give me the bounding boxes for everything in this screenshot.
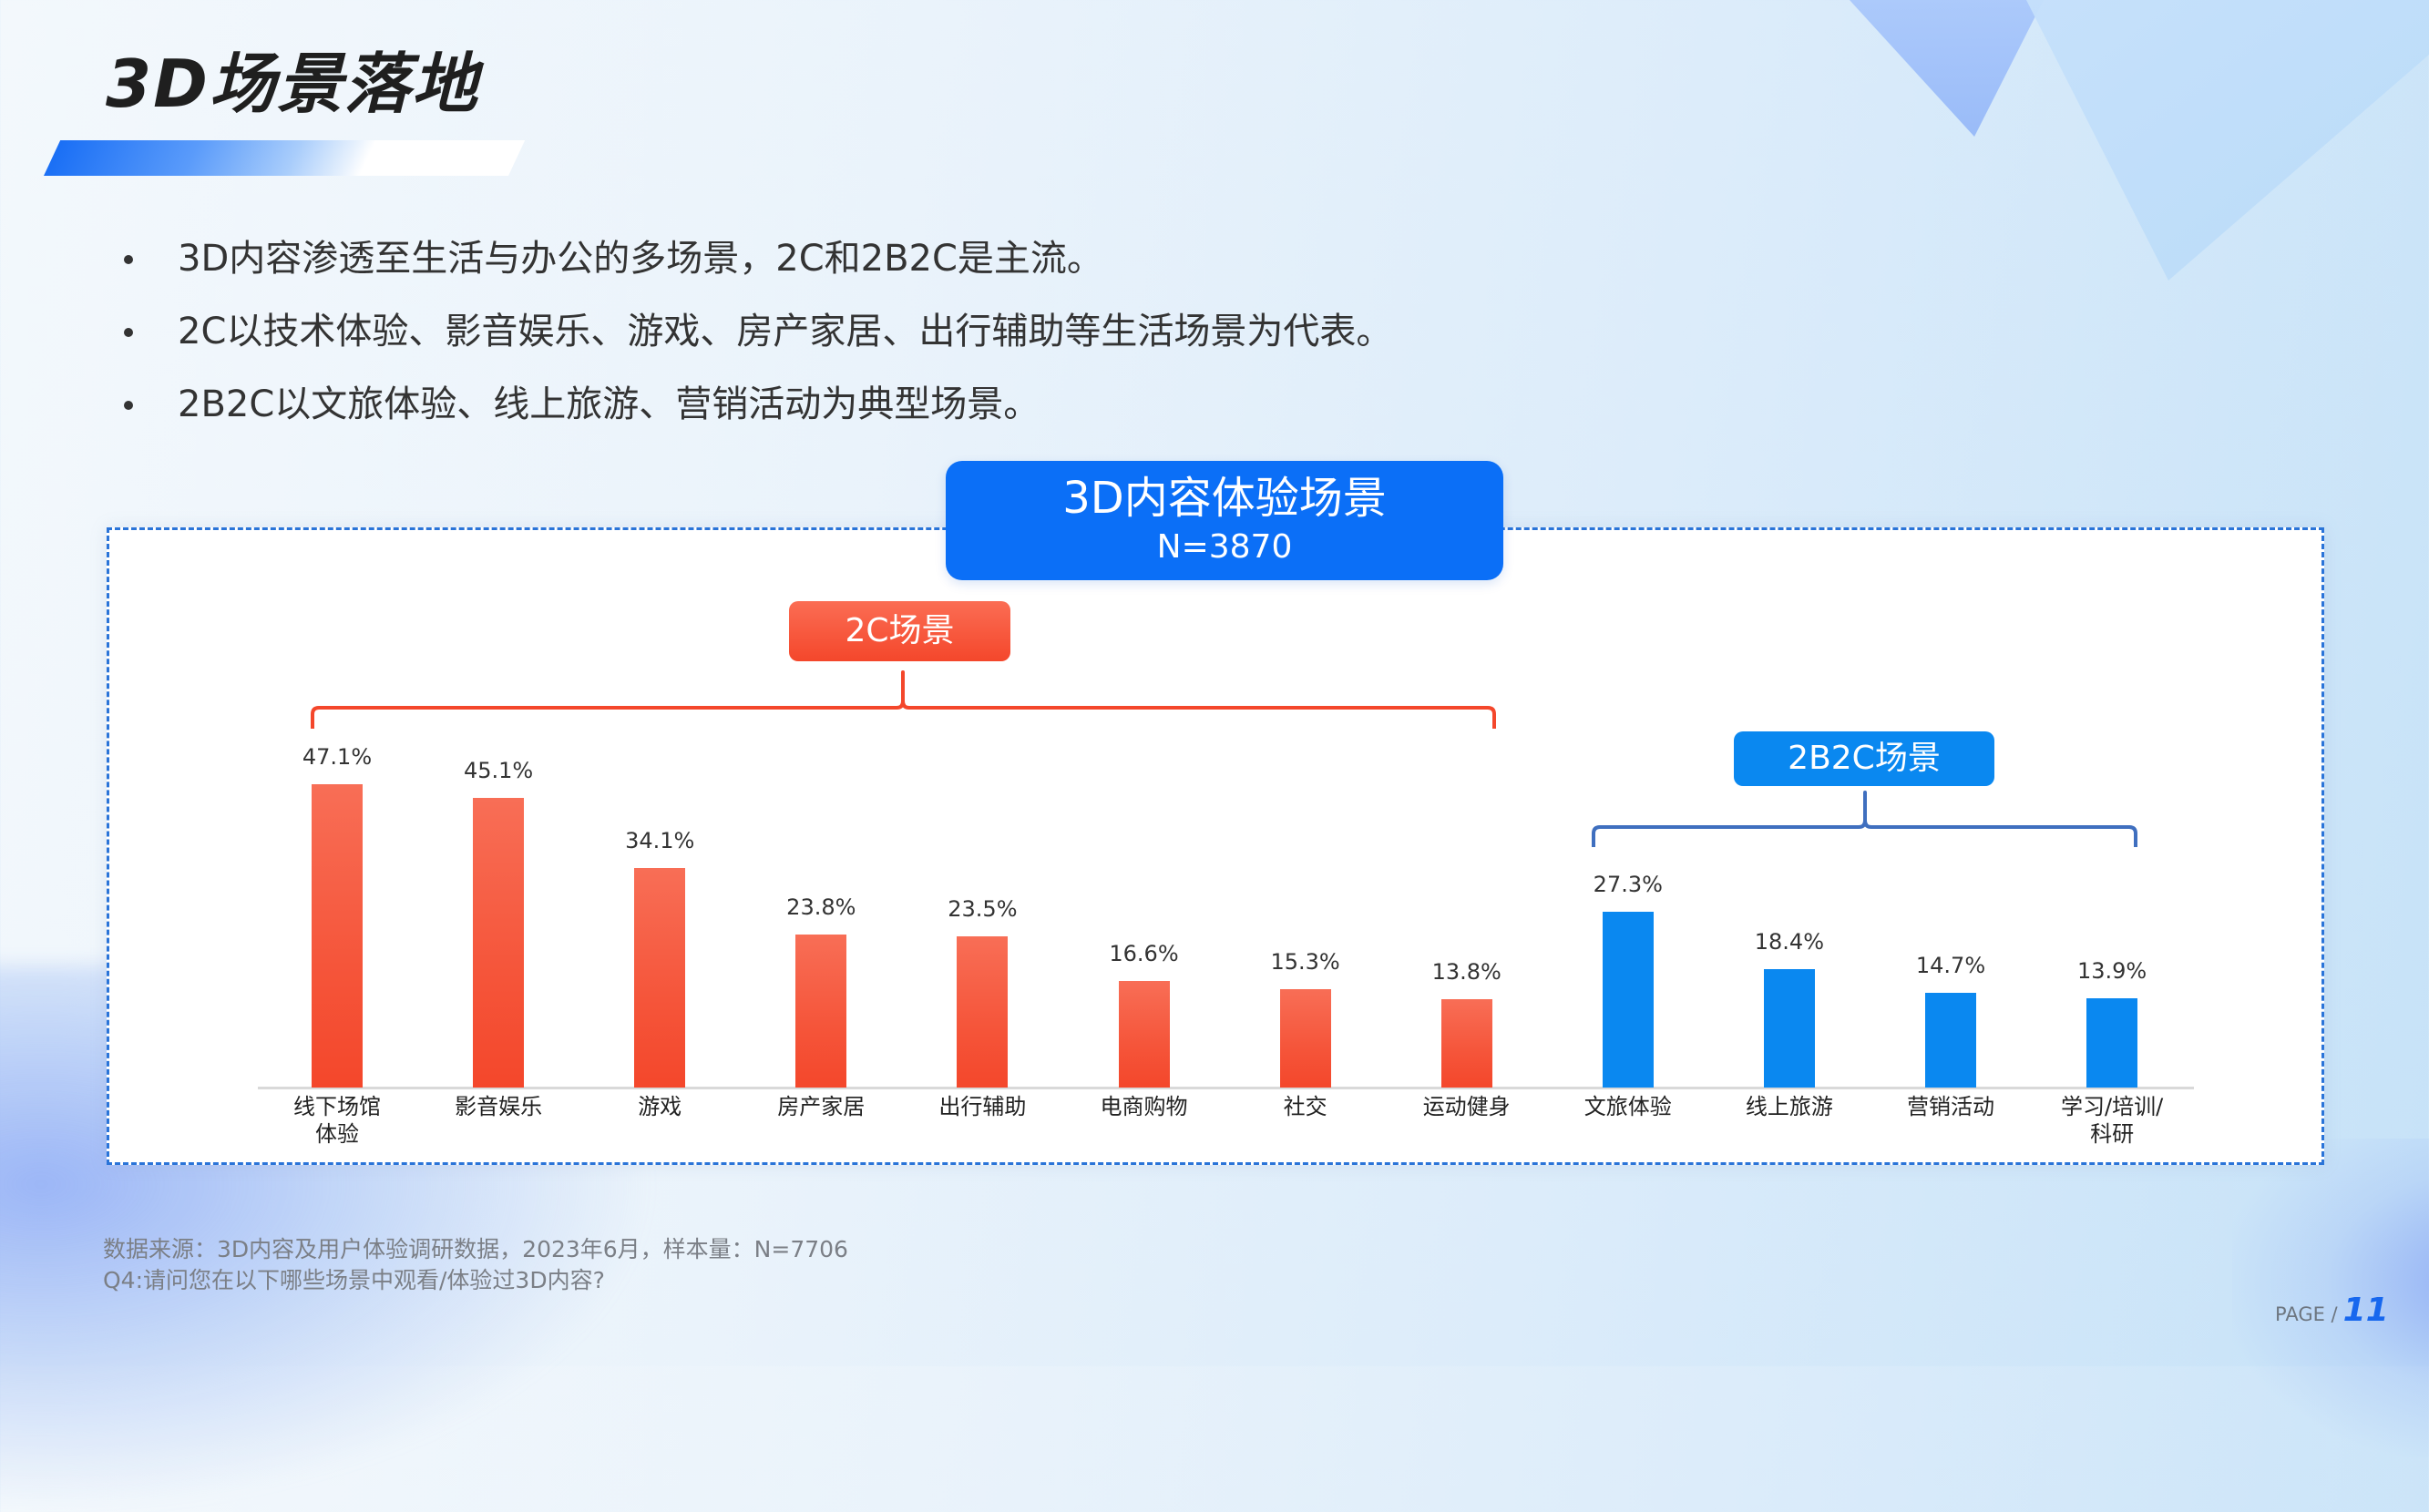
bar-value-label: 18.4% [1754,929,1825,955]
category-label: 影音娱乐 [455,1094,543,1119]
category-label: 文旅体验 [1583,1094,1672,1119]
bracket-2b2c [1592,791,2137,847]
bullet-item: 2C以技术体验、影音娱乐、游戏、房产家居、出行辅助等生活场景为代表。 [118,302,1392,375]
bar-value-label: 14.7% [1915,953,1986,979]
bar-2c [1118,980,1170,1088]
bar-value-label: 15.3% [1270,948,1340,975]
x-axis-line [258,1087,2194,1089]
bar-2c [634,868,686,1088]
bar-2c [312,784,363,1088]
bar-value-label: 27.3% [1593,872,1663,898]
page-indicator: PAGE / 11 [2275,1292,2389,1329]
category-label: 学习/培训/科研 [2061,1094,2164,1147]
category-label: 房产家居 [777,1094,866,1119]
bar-value-label: 23.5% [948,896,1018,923]
bracket-2c [311,670,1496,729]
bar-value-label: 45.1% [463,757,534,783]
page-title: 3D场景落地 [106,46,479,122]
bullet-text: 2B2C以文旅体验、线上旅游、营销活动为典型场景。 [178,383,1040,425]
chart-sample-size: N=3870 [1156,528,1293,566]
category-label: 电商购物 [1100,1094,1188,1119]
bar-2c [1440,998,1492,1088]
group-badge-2c: 2C场景 [789,601,1010,661]
group-badge-2b2c: 2B2C场景 [1734,731,1994,786]
bar-2c [1279,988,1331,1088]
category-label: 出行辅助 [938,1094,1027,1119]
bar-2c [795,934,847,1088]
bar-2c [957,936,1009,1088]
bar-2b2c [1763,969,1815,1088]
chart-header-badge: 3D内容体验场景 N=3870 [946,461,1503,580]
footnote-question: Q4:请问您在以下哪些场景中观看/体验过3D内容? [103,1267,605,1293]
category-label: 线下场馆 体验 [293,1094,381,1147]
bullet-item: 2B2C以文旅体验、线上旅游、营销活动为典型场景。 [118,375,1392,448]
category-label: 营销活动 [1907,1094,1994,1119]
bar-value-label: 13.8% [1431,958,1501,985]
chart-header-title: 3D内容体验场景 [1062,473,1387,524]
category-label: 游戏 [638,1094,682,1119]
bullet-list: 3D内容渗透至生活与办公的多场景，2C和2B2C是主流。 2C以技术体验、影音娱… [118,230,1392,448]
page-number: 11 [2342,1292,2389,1329]
page-label: PAGE / [2275,1303,2338,1325]
bar-value-label: 13.9% [2076,957,2147,984]
footnote-source: 数据来源：3D内容及用户体验调研数据，2023年6月，样本量：N=7706 [103,1236,848,1262]
category-label: 社交 [1283,1094,1327,1119]
footnote: 数据来源：3D内容及用户体验调研数据，2023年6月，样本量：N=7706 Q4… [103,1234,848,1296]
bullet-item: 3D内容渗透至生活与办公的多场景，2C和2B2C是主流。 [118,230,1392,302]
bar-value-label: 16.6% [1109,940,1179,966]
bullet-text: 3D内容渗透至生活与办公的多场景，2C和2B2C是主流。 [178,238,1103,280]
bar-2c [473,797,525,1088]
bullet-dot-icon [124,255,133,264]
bar-2b2c [2086,997,2138,1088]
bullet-dot-icon [124,328,133,337]
bar-value-label: 23.8% [786,894,856,920]
bar-2b2c [1925,993,1976,1088]
bar-2b2c [1602,912,1654,1088]
bullet-dot-icon [124,401,133,410]
category-label: 线上旅游 [1745,1094,1833,1119]
group-brackets [311,670,2137,847]
bullet-text: 2C以技术体验、影音娱乐、游戏、房产家居、出行辅助等生活场景为代表。 [178,311,1393,352]
bar-value-label: 47.1% [302,744,373,771]
category-label: 运动健身 [1422,1094,1511,1119]
bar-value-label: 34.1% [625,828,695,854]
